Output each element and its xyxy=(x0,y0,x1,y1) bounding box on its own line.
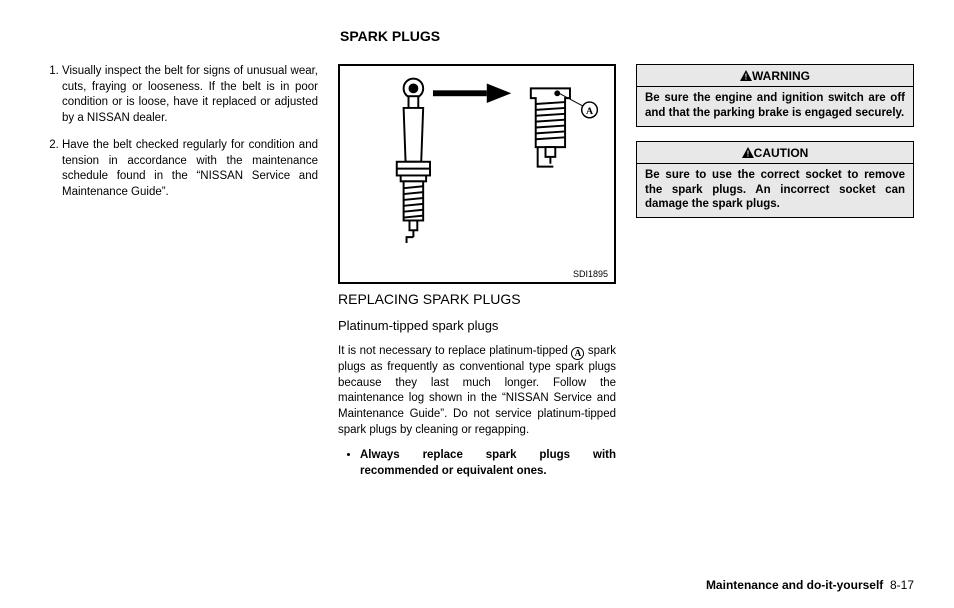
caution-title: CAUTION xyxy=(754,146,809,160)
center-column: A SDI1895 REPLACING SPARK PLUGS Platinum… xyxy=(338,64,616,479)
circled-a-icon: A xyxy=(571,347,584,360)
instruction-1: Visually inspect the belt for signs of u… xyxy=(62,64,318,126)
warning-icon: ! xyxy=(740,70,752,81)
warning-title: WARNING xyxy=(752,69,810,83)
warning-body: Be sure the engine and ignition switch a… xyxy=(637,87,913,126)
recommendation-item: Always replace spark plugs with recommen… xyxy=(360,448,616,479)
svg-text:!: ! xyxy=(746,149,749,158)
footer-page-number: 8-17 xyxy=(890,578,914,592)
svg-text:A: A xyxy=(586,106,593,117)
left-column: Visually inspect the belt for signs of u… xyxy=(40,64,318,479)
warning-callout: ! WARNING Be sure the engine and ignition… xyxy=(636,64,914,127)
page-footer: Maintenance and do-it-yourself 8-17 xyxy=(706,578,914,592)
warning-header: ! WARNING xyxy=(637,65,913,87)
platinum-paragraph: It is not necessary to replace platinum-… xyxy=(338,344,616,438)
footer-section-label: Maintenance and do-it-yourself xyxy=(706,578,883,592)
spark-plug-svg: A xyxy=(340,66,614,282)
caution-callout: ! CAUTION Be sure to use the correct sock… xyxy=(636,141,914,218)
caution-header: ! CAUTION xyxy=(637,142,913,164)
page-title: SPARK PLUGS xyxy=(340,28,914,44)
caution-icon: ! xyxy=(742,147,754,158)
right-column: ! WARNING Be sure the engine and ignition… xyxy=(636,64,914,479)
platinum-heading: Platinum-tipped spark plugs xyxy=(338,317,616,335)
diagram-code: SDI1895 xyxy=(573,268,608,280)
caution-body: Be sure to use the correct socket to rem… xyxy=(637,164,913,217)
replacing-heading: REPLACING SPARK PLUGS xyxy=(338,290,616,309)
content-columns: Visually inspect the belt for signs of u… xyxy=(40,64,914,479)
spark-plug-diagram: A SDI1895 xyxy=(338,64,616,284)
recommendation-list: Always replace spark plugs with recommen… xyxy=(338,448,616,479)
belt-instructions-list: Visually inspect the belt for signs of u… xyxy=(40,64,318,200)
instruction-2: Have the belt checked regularly for cond… xyxy=(62,138,318,200)
svg-text:!: ! xyxy=(745,73,748,82)
